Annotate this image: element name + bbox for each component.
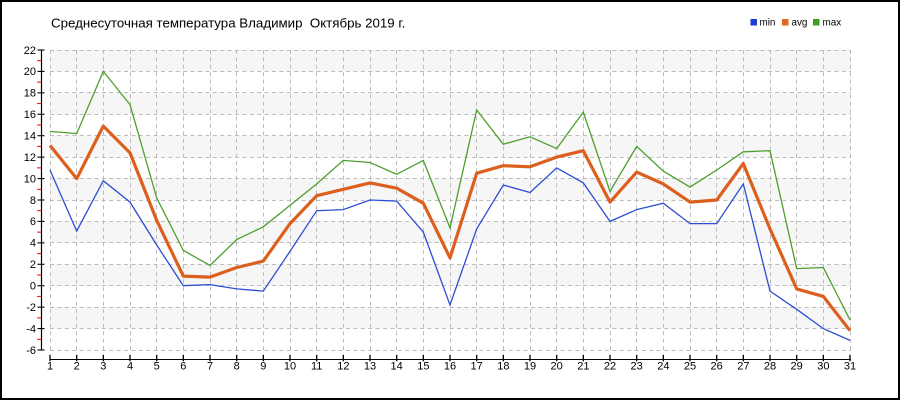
svg-text:9: 9 <box>260 361 266 373</box>
svg-text:-6: -6 <box>26 345 36 357</box>
svg-text:12: 12 <box>337 361 349 373</box>
svg-text:22: 22 <box>604 361 616 373</box>
svg-text:2: 2 <box>30 259 36 271</box>
svg-text:8: 8 <box>234 361 240 373</box>
svg-text:25: 25 <box>684 361 696 373</box>
svg-text:max: max <box>823 18 842 29</box>
svg-text:23: 23 <box>631 361 643 373</box>
svg-text:5: 5 <box>154 361 160 373</box>
svg-text:14: 14 <box>391 361 403 373</box>
svg-text:-2: -2 <box>26 302 36 314</box>
svg-text:15: 15 <box>417 361 429 373</box>
svg-text:18: 18 <box>24 88 36 100</box>
svg-text:Среднесуточная температура Вла: Среднесуточная температура Владимир Октя… <box>51 16 405 31</box>
svg-text:13: 13 <box>364 361 376 373</box>
svg-text:27: 27 <box>737 361 749 373</box>
svg-text:10: 10 <box>24 173 36 185</box>
svg-text:19: 19 <box>524 361 536 373</box>
svg-text:18: 18 <box>497 361 509 373</box>
svg-text:31: 31 <box>844 361 856 373</box>
svg-text:1: 1 <box>47 361 53 373</box>
svg-text:16: 16 <box>24 109 36 121</box>
svg-text:22: 22 <box>24 45 36 57</box>
svg-text:30: 30 <box>817 361 829 373</box>
svg-text:21: 21 <box>577 361 589 373</box>
svg-text:26: 26 <box>711 361 723 373</box>
svg-text:min: min <box>760 18 776 29</box>
svg-text:6: 6 <box>180 361 186 373</box>
svg-text:17: 17 <box>471 361 483 373</box>
svg-text:3: 3 <box>100 361 106 373</box>
svg-text:11: 11 <box>311 361 322 373</box>
svg-text:8: 8 <box>30 195 36 207</box>
svg-text:-4: -4 <box>26 323 36 335</box>
svg-text:24: 24 <box>657 361 669 373</box>
svg-text:0: 0 <box>30 281 36 293</box>
svg-text:29: 29 <box>791 361 803 373</box>
svg-text:10: 10 <box>284 361 296 373</box>
svg-text:20: 20 <box>551 361 563 373</box>
svg-text:avg: avg <box>792 18 808 29</box>
svg-text:12: 12 <box>24 152 36 164</box>
svg-text:7: 7 <box>207 361 213 373</box>
svg-text:20: 20 <box>24 66 36 78</box>
svg-text:6: 6 <box>30 216 36 228</box>
svg-text:4: 4 <box>30 238 36 250</box>
svg-text:2: 2 <box>74 361 80 373</box>
svg-text:14: 14 <box>24 131 36 143</box>
svg-text:4: 4 <box>127 361 133 373</box>
svg-text:16: 16 <box>444 361 456 373</box>
svg-text:28: 28 <box>764 361 776 373</box>
